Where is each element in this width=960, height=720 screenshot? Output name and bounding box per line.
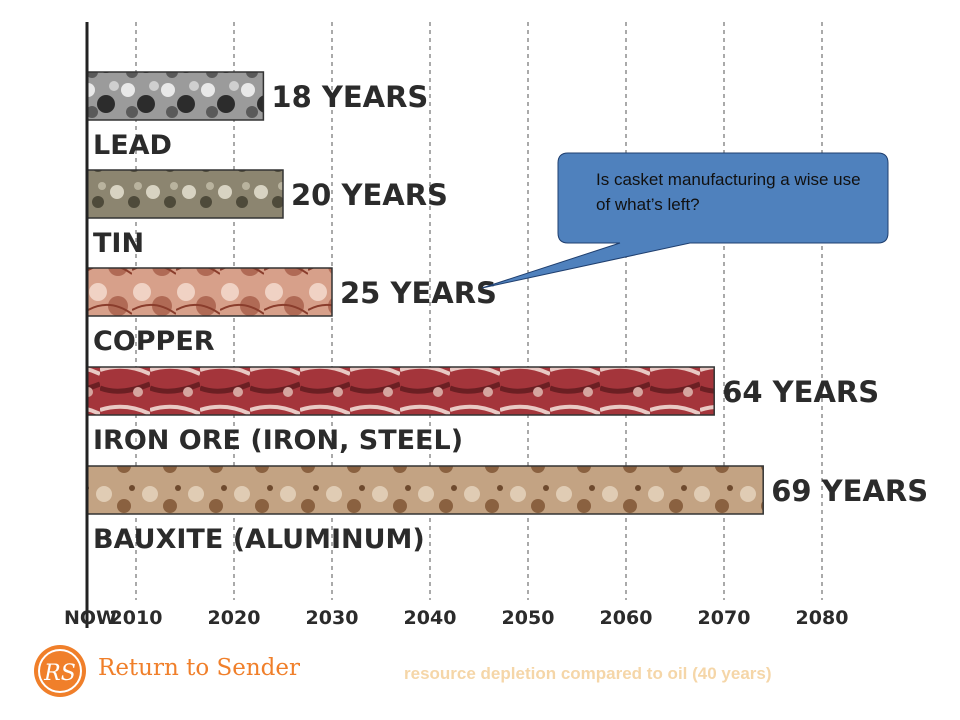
category-label: LEAD [93, 130, 172, 161]
bars: 18 YEARS LEAD 20 YEARS TIN 25 YEARS COPPER 64 … [86, 71, 928, 555]
bar-tin [86, 169, 284, 219]
rs-logo: RS [34, 645, 86, 697]
caption: resource depletion compared to oil (40 y… [404, 664, 772, 683]
x-tick-label: 2060 [600, 607, 653, 629]
x-tick-label: NOW [64, 607, 117, 629]
category-label: TIN [93, 228, 144, 259]
value-label: 20 YEARS [291, 178, 448, 212]
x-tick-label: 2040 [404, 607, 457, 629]
category-label: IRON ORE (IRON, STEEL) [93, 425, 463, 456]
value-label: 64 YEARS [722, 375, 879, 409]
value-label: 69 YEARS [771, 474, 928, 508]
bar-copper [86, 267, 333, 317]
x-tick-label: 2020 [208, 607, 261, 629]
x-tick-label: 2030 [306, 607, 359, 629]
x-tick-label: 2080 [796, 607, 849, 629]
callout-text: Is casket manufacturing a wise use of wh… [596, 170, 861, 214]
value-label: 18 YEARS [271, 80, 428, 114]
bar-bauxite [86, 465, 764, 515]
x-tick-label: 2010 [110, 607, 163, 629]
brand-name: Return to Sender [98, 655, 301, 681]
logo-text: RS [43, 661, 76, 686]
x-tick-label: 2050 [502, 607, 555, 629]
value-label: 25 YEARS [340, 276, 497, 310]
bar-iron [86, 366, 715, 416]
bar-lead [86, 71, 265, 121]
x-tick-label: 2070 [698, 607, 751, 629]
callout-bubble [481, 152, 889, 289]
category-label: BAUXITE (ALUMINUM) [93, 524, 425, 555]
category-label: COPPER [93, 326, 215, 357]
